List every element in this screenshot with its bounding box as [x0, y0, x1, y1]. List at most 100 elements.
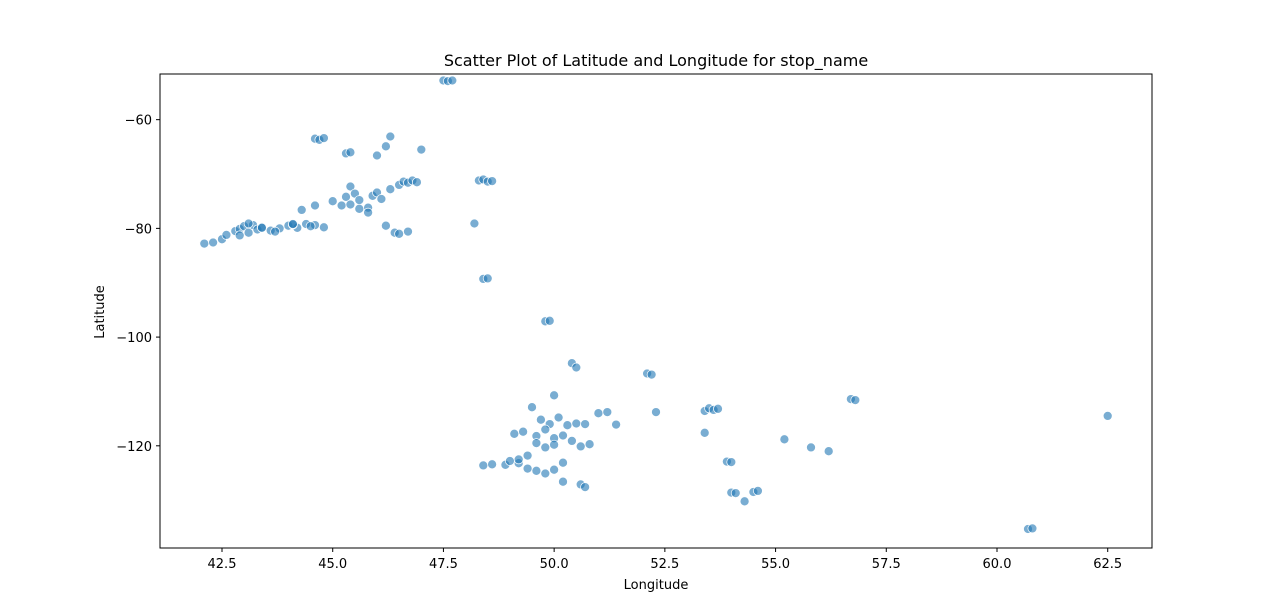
x-tick-label: 42.5 — [208, 557, 237, 572]
data-point — [522, 463, 533, 474]
data-point — [571, 418, 582, 429]
data-point — [345, 147, 356, 158]
y-tick-label: −120 — [116, 440, 152, 455]
y-axis-ticks: −60 −80 −100 −120 — [116, 114, 160, 455]
x-tick-label: 45.0 — [318, 557, 347, 572]
data-point — [753, 486, 763, 496]
data-point — [381, 220, 391, 231]
data-point — [544, 315, 555, 326]
data-point — [562, 420, 573, 431]
data-point — [416, 144, 427, 155]
data-point — [1027, 523, 1038, 534]
data-point — [646, 369, 657, 380]
data-point — [527, 402, 537, 413]
data-point — [310, 200, 320, 211]
x-tick-label: 62.5 — [1093, 557, 1122, 572]
data-point — [730, 488, 741, 498]
data-point — [288, 219, 298, 229]
y-tick-label: −100 — [116, 331, 152, 346]
x-tick-label: 50.0 — [540, 557, 569, 572]
data-point — [327, 196, 338, 207]
data-point — [234, 230, 245, 241]
data-point — [518, 426, 528, 437]
data-point — [319, 222, 329, 233]
data-point — [531, 465, 542, 476]
data-point — [558, 457, 568, 468]
data-point — [567, 436, 577, 446]
data-point — [549, 390, 559, 401]
data-point — [806, 442, 816, 453]
y-tick-label: −60 — [125, 114, 152, 129]
data-point — [412, 177, 422, 188]
chart-title: Scatter Plot of Latitude and Longitude f… — [444, 51, 868, 71]
data-point — [381, 141, 391, 152]
data-point — [319, 133, 329, 143]
data-point — [651, 407, 661, 417]
data-point — [257, 222, 267, 233]
data-point — [536, 414, 546, 425]
data-point — [540, 424, 551, 435]
data-point — [571, 362, 582, 373]
y-tick-label: −80 — [125, 222, 152, 237]
data-point — [509, 428, 520, 439]
data-point — [199, 238, 210, 249]
data-point — [354, 195, 365, 205]
data-point — [850, 395, 861, 405]
plot-frame — [159, 73, 1153, 549]
data-point — [487, 459, 497, 470]
data-point — [305, 221, 316, 232]
x-axis-ticks: 42.5 45.0 47.5 50.0 52.5 55.0 57.5 60.0 62.5 — [208, 548, 1122, 572]
data-point — [336, 200, 347, 211]
data-point — [345, 181, 356, 192]
data-point — [376, 194, 387, 204]
data-point — [243, 218, 254, 229]
data-point — [447, 75, 458, 86]
x-tick-label: 52.5 — [650, 557, 679, 572]
data-point — [531, 438, 542, 448]
data-point — [575, 441, 586, 452]
data-point — [540, 468, 551, 479]
data-point — [593, 408, 604, 419]
data-point — [487, 176, 497, 186]
x-tick-label: 47.5 — [429, 557, 458, 572]
data-point — [394, 228, 404, 239]
data-point — [522, 450, 533, 461]
data-point — [513, 454, 524, 465]
data-point — [713, 403, 723, 414]
data-point — [580, 419, 590, 429]
data-point — [580, 482, 590, 492]
data-point — [354, 203, 365, 214]
x-tick-label: 60.0 — [983, 557, 1012, 572]
data-point — [385, 131, 396, 142]
data-point — [469, 218, 480, 229]
data-point — [558, 476, 568, 487]
data-point — [558, 430, 568, 441]
data-point — [1102, 411, 1113, 421]
data-point — [482, 273, 493, 284]
data-point — [549, 439, 559, 450]
y-axis-label: Latitude — [93, 285, 108, 339]
data-point — [385, 184, 396, 195]
data-point — [540, 442, 551, 453]
data-point — [270, 226, 280, 237]
data-point — [296, 205, 307, 215]
data-point — [345, 199, 356, 210]
x-tick-label: 57.5 — [872, 557, 901, 572]
data-point — [739, 496, 750, 507]
data-point — [823, 446, 834, 457]
data-point — [341, 191, 351, 202]
data-point — [363, 207, 373, 218]
data-point — [549, 464, 559, 475]
data-point — [553, 412, 564, 423]
data-point — [505, 456, 515, 466]
data-point — [611, 419, 621, 430]
data-point — [372, 150, 382, 161]
data-point — [584, 439, 595, 450]
x-tick-label: 55.0 — [761, 557, 790, 572]
x-axis-label: Longitude — [624, 578, 689, 593]
data-point — [699, 427, 710, 438]
points-layer — [199, 75, 1113, 534]
data-point — [221, 230, 232, 240]
data-point — [478, 460, 489, 471]
